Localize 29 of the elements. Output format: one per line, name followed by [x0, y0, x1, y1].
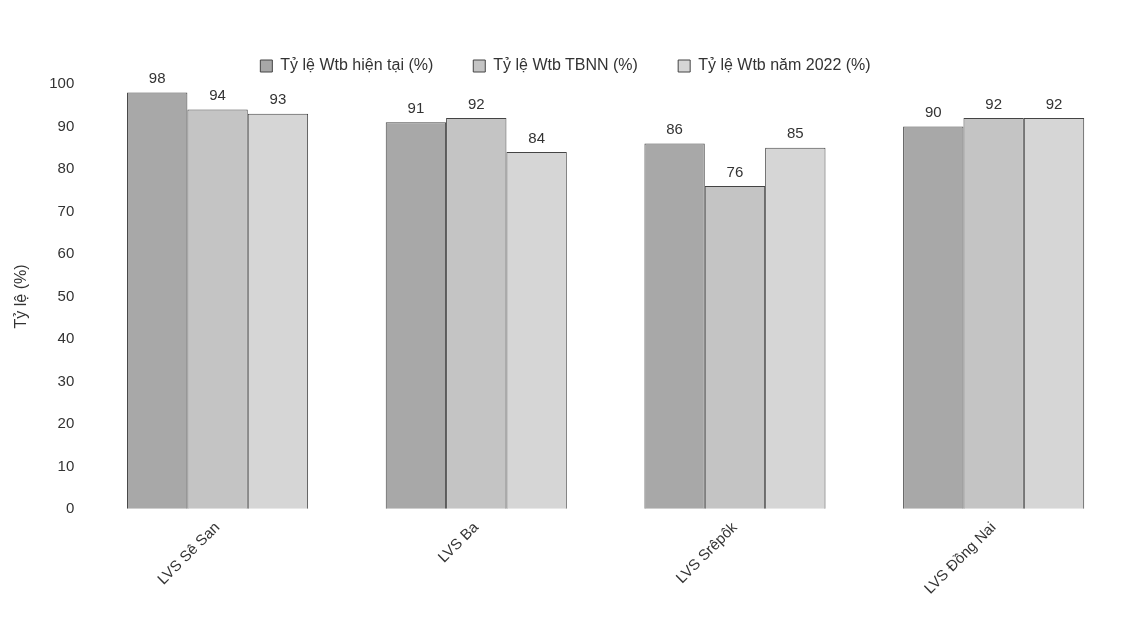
- legend-label: Tỷ lệ Wtb năm 2022 (%): [698, 56, 871, 74]
- y-tick-label: 30: [57, 371, 75, 389]
- y-tick-label: 60: [57, 244, 75, 262]
- data-label: 92: [1045, 94, 1063, 112]
- y-tick-label: 0: [65, 498, 75, 516]
- y-tick-label: 10: [57, 456, 75, 474]
- x-tick-label: LVS Sê San: [153, 518, 223, 588]
- y-tick-label: 20: [57, 414, 75, 432]
- data-label: 86: [666, 120, 683, 138]
- data-label: 90: [924, 103, 942, 121]
- data-label: 93: [269, 90, 287, 108]
- y-tick-label: 90: [57, 116, 75, 134]
- x-tick-label: LVS Ba: [434, 517, 482, 566]
- data-label: 91: [407, 98, 425, 116]
- y-axis-title: Tỷ lệ (%): [12, 264, 30, 329]
- y-tick-label: 50: [57, 286, 75, 304]
- data-label: 84: [528, 128, 545, 146]
- data-label: 92: [985, 94, 1002, 112]
- y-tick-label: 70: [57, 201, 75, 219]
- data-label: 98: [148, 69, 166, 87]
- y-tick-label: 80: [57, 159, 75, 177]
- data-label: 85: [786, 124, 804, 142]
- data-label: 92: [467, 94, 485, 112]
- y-tick-label: 40: [57, 329, 75, 347]
- y-tick-label: 100: [49, 74, 75, 92]
- legend-label: Tỷ lệ Wtb hiện tại (%): [280, 56, 434, 74]
- data-label: 76: [726, 162, 744, 180]
- legend-label: Tỷ lệ Wtb TBNN (%): [493, 56, 638, 74]
- data-label: 94: [209, 86, 226, 104]
